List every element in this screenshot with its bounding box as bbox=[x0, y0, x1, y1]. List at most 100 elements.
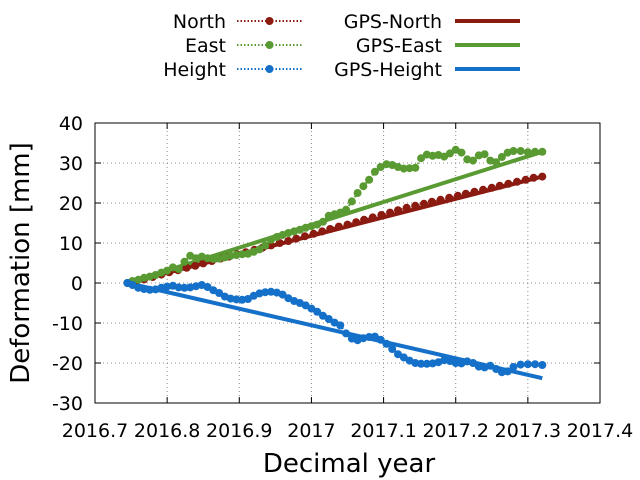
height-point bbox=[382, 339, 391, 348]
north-point bbox=[386, 208, 395, 217]
north-point bbox=[538, 172, 547, 181]
y-tick-label: 30 bbox=[59, 153, 83, 175]
north-point bbox=[445, 193, 454, 202]
height-point bbox=[523, 360, 532, 369]
x-tick-label: 2016.7 bbox=[62, 420, 128, 442]
east-point bbox=[255, 245, 264, 254]
east-point bbox=[417, 154, 426, 163]
plot-frame bbox=[94, 122, 601, 404]
north-point bbox=[377, 211, 386, 219]
east-point bbox=[492, 158, 501, 167]
north-point bbox=[436, 195, 445, 204]
height-point bbox=[376, 335, 385, 344]
north-point bbox=[453, 191, 462, 200]
east-point bbox=[445, 149, 454, 158]
height-point bbox=[215, 289, 224, 297]
grid bbox=[95, 123, 600, 403]
x-tick-label: 2017.2 bbox=[422, 420, 488, 442]
x-tick-label: 2017 bbox=[287, 420, 335, 442]
y-tick-label: 40 bbox=[59, 113, 83, 135]
east-point bbox=[516, 147, 525, 155]
north-point bbox=[352, 218, 361, 227]
height-point bbox=[516, 360, 525, 369]
height-point bbox=[232, 295, 241, 304]
height-point bbox=[509, 363, 518, 371]
x-tick-label: 2016.9 bbox=[206, 420, 272, 442]
legend-marker-height bbox=[265, 65, 274, 73]
east-point bbox=[531, 147, 540, 156]
north-point bbox=[318, 227, 327, 236]
east-point bbox=[469, 156, 478, 165]
north-point bbox=[427, 197, 436, 206]
height-point bbox=[417, 359, 426, 368]
east-point bbox=[318, 217, 327, 226]
height-point bbox=[422, 359, 431, 368]
north-point bbox=[300, 232, 309, 241]
east-point bbox=[538, 147, 547, 156]
east-point bbox=[359, 182, 368, 191]
series-east bbox=[123, 145, 547, 287]
height-point bbox=[503, 367, 512, 376]
east-point bbox=[347, 197, 356, 206]
height-point bbox=[531, 360, 540, 369]
height-point bbox=[278, 290, 287, 299]
east-point bbox=[342, 205, 351, 214]
east-point bbox=[523, 148, 532, 157]
series-layer bbox=[123, 145, 547, 381]
y-tick-label: -10 bbox=[52, 313, 83, 335]
x-tick-label: 2017.4 bbox=[567, 420, 633, 442]
axis-ticks: 2016.7 2016.8 2016.9 2017 2017.1 2017.2 2017.3… bbox=[52, 113, 633, 442]
legend-label-gps-east: GPS-East bbox=[356, 35, 442, 57]
height-point bbox=[365, 333, 374, 341]
north-point bbox=[487, 183, 496, 192]
height-point bbox=[174, 283, 183, 292]
east-point bbox=[209, 255, 218, 263]
east-point bbox=[261, 241, 270, 250]
north-point bbox=[343, 220, 352, 229]
north-point bbox=[521, 175, 530, 184]
north-point bbox=[411, 201, 420, 210]
north-point bbox=[267, 241, 276, 250]
legend-label-north: North bbox=[173, 11, 226, 33]
north-point bbox=[309, 229, 318, 238]
north-point bbox=[461, 189, 470, 198]
north-point bbox=[470, 187, 479, 196]
height-point bbox=[324, 315, 333, 323]
north-point bbox=[513, 177, 522, 186]
legend-label-gps-height: GPS-Height bbox=[334, 59, 442, 81]
north-point bbox=[394, 206, 402, 215]
height-point bbox=[388, 345, 397, 353]
x-tick-label: 2016.8 bbox=[134, 420, 200, 442]
north-point bbox=[275, 239, 284, 247]
height-point bbox=[538, 361, 547, 369]
north-point bbox=[292, 234, 301, 243]
height-point bbox=[261, 288, 270, 297]
east-point bbox=[180, 257, 189, 266]
height-point bbox=[342, 329, 351, 338]
east-point bbox=[480, 150, 489, 159]
east-point bbox=[370, 167, 379, 176]
east-point bbox=[457, 148, 466, 157]
series-height bbox=[123, 279, 547, 377]
north-point bbox=[334, 222, 343, 231]
height-point bbox=[451, 359, 460, 367]
height-point bbox=[180, 283, 189, 292]
north-point bbox=[529, 173, 538, 182]
north-point bbox=[360, 215, 369, 224]
north-point bbox=[504, 179, 513, 188]
height-point bbox=[145, 285, 154, 294]
x-tick-label: 2017.1 bbox=[350, 420, 416, 442]
east-point bbox=[399, 164, 408, 173]
y-axis-label: Deformation [mm] bbox=[6, 142, 36, 384]
legend-label-height: Height bbox=[163, 59, 226, 81]
y-tick-label: -20 bbox=[52, 353, 83, 375]
east-point bbox=[497, 153, 506, 161]
height-point bbox=[336, 321, 345, 330]
y-tick-label: 20 bbox=[59, 193, 83, 215]
y-tick-label: -30 bbox=[52, 393, 83, 415]
east-point bbox=[238, 250, 247, 259]
north-point bbox=[419, 199, 428, 208]
height-point bbox=[313, 307, 322, 316]
east-point bbox=[365, 175, 374, 184]
